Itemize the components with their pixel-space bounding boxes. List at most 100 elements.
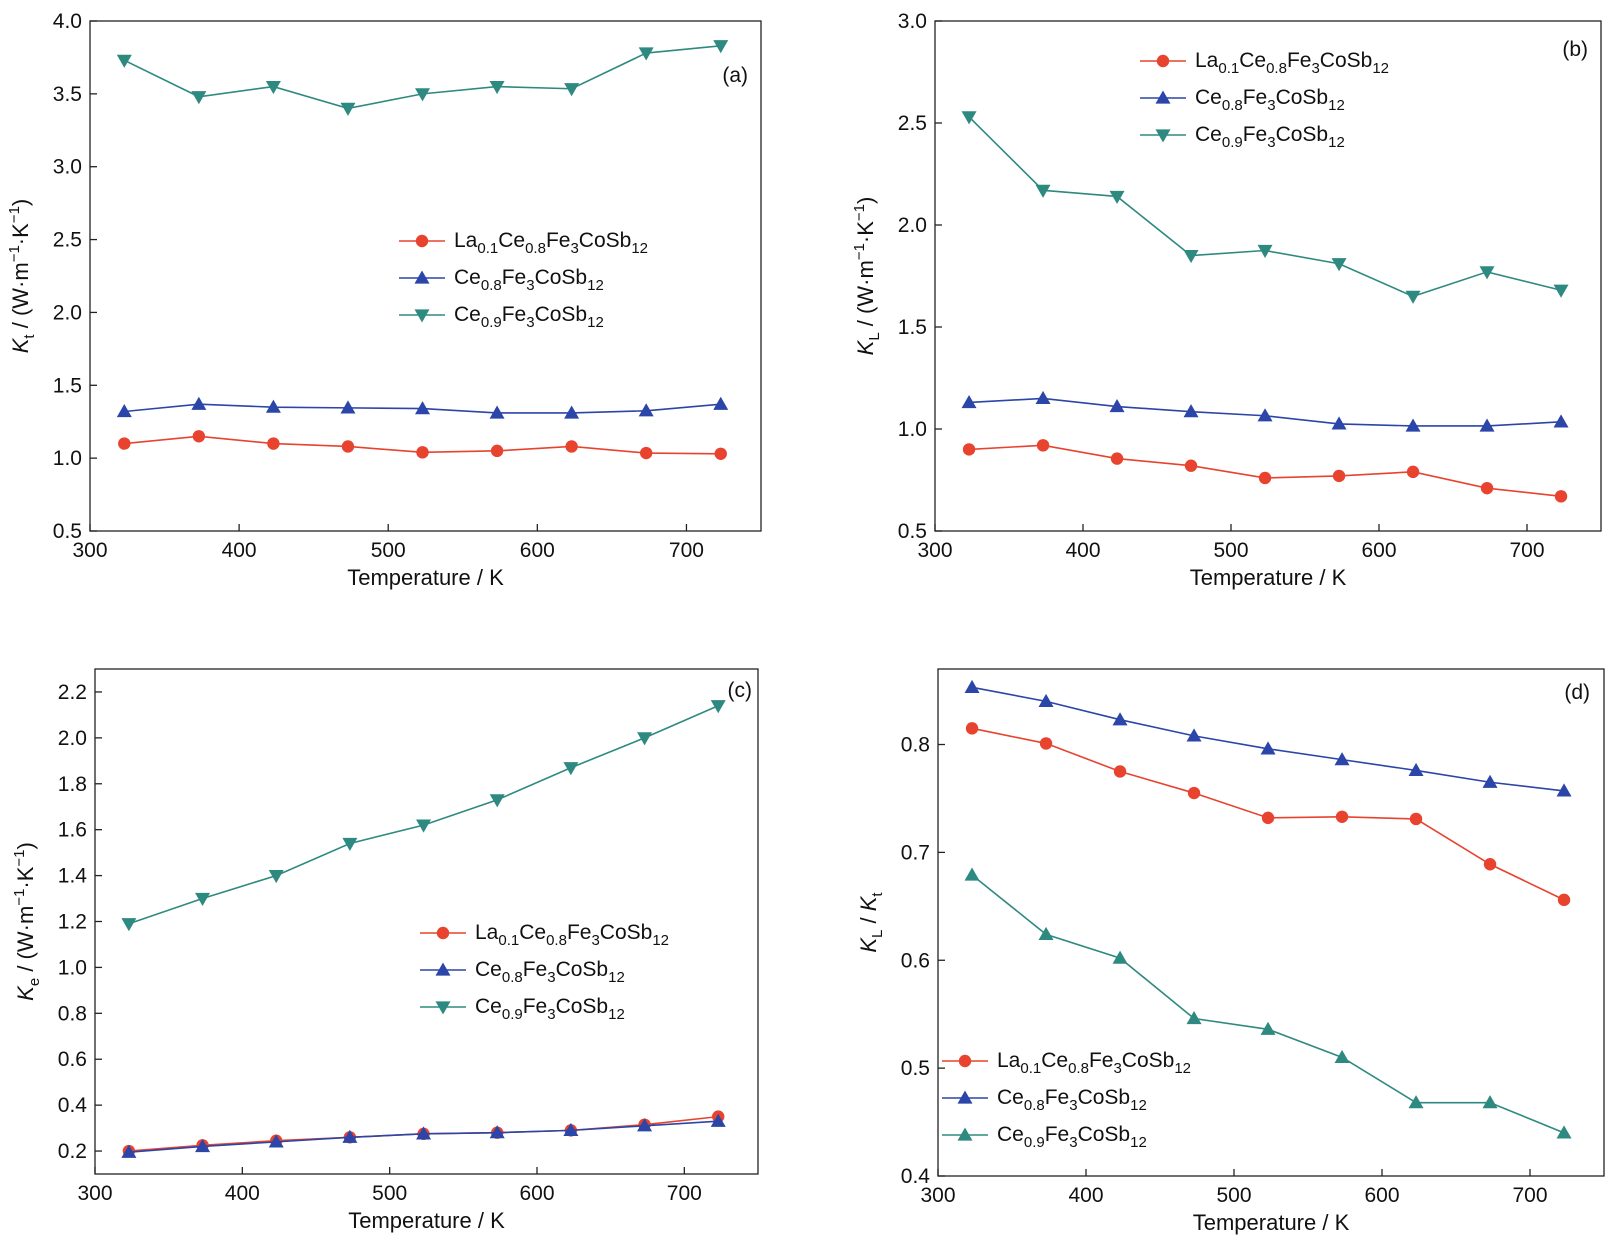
y-tick-label: 0.2 [58,1140,87,1163]
y-tick-label: 2.0 [58,727,87,750]
data-point [1405,290,1421,304]
data-point [1556,1125,1572,1139]
legend-entry: Ce0.8Fe3CoSb12 [399,266,604,294]
legend-entry: Ce0.9Fe3CoSb12 [420,995,625,1023]
y-tick-label: 0.8 [901,734,930,757]
data-point [1184,459,1198,472]
data-point [1260,1021,1276,1035]
data-point [191,396,207,410]
y-tick-label: 1.0 [58,956,87,979]
y-tick-label: 0.6 [58,1048,87,1071]
data-point [191,91,207,105]
data-point [1482,774,1498,788]
data-point [964,679,980,693]
legend-entry: Ce0.8Fe3CoSb12 [420,958,625,986]
legend-label: La0.1Ce0.8Fe3CoSb12 [475,921,669,949]
plot-frame [934,20,1602,532]
y-tick-label: 1.4 [58,865,88,888]
panel-label: (b) [1562,38,1588,61]
y-tick-label: 2.2 [58,681,87,704]
data-point [1409,812,1423,826]
legend-label: Ce0.9Fe3CoSb12 [1195,123,1345,151]
data-point [638,47,654,61]
legend-marker [1155,129,1171,143]
series-2 [116,396,729,419]
data-point [195,892,211,907]
data-point [564,405,580,419]
data-point [1112,712,1128,726]
data-point [1186,1011,1202,1025]
x-tick-label: 600 [1364,1184,1399,1207]
series-line [971,686,1565,792]
x-tick-label: 300 [77,1182,112,1205]
y-tick-label: 2.0 [898,214,927,237]
x-axis-title: Temperature / K [347,565,504,590]
x-tick-label: 700 [669,539,704,562]
data-point [964,867,980,881]
data-point [710,1113,726,1127]
x-tick-label: 500 [371,539,406,562]
data-point [1258,471,1272,485]
series-2 [964,679,1572,797]
y-tick-label: 0.5 [53,520,82,543]
legend-label: Ce0.9Fe3CoSb12 [475,995,625,1023]
data-point [565,440,578,453]
data-point [1405,418,1421,432]
data-point [118,437,131,450]
data-point [1183,249,1199,264]
data-point [1334,1049,1350,1063]
y-tick-label: 1.0 [53,447,82,470]
data-point [1335,810,1349,823]
y-axis-title: KL / (W·m−1·K−1) [851,197,883,356]
y-axis-title: KL / Kt [856,892,886,953]
series-3 [116,40,729,116]
series-3 [964,867,1572,1139]
y-tick-label: 1.5 [53,374,82,397]
data-point [714,447,727,460]
series-2 [121,1113,726,1158]
legend-label: La0.1Ce0.8Fe3CoSb12 [997,1049,1191,1077]
data-point [1408,1095,1424,1109]
x-tick-label: 300 [72,539,107,562]
data-point [341,440,355,453]
data-point [1408,762,1424,777]
data-point [1556,783,1572,797]
data-point [116,404,132,418]
legend-label: Ce0.8Fe3CoSb12 [454,266,604,294]
data-point [1035,390,1051,405]
data-point [1331,416,1347,430]
data-point [1553,414,1569,428]
series-line [128,704,719,925]
data-point [267,437,280,450]
data-point [637,732,653,746]
legend-label: Ce0.8Fe3CoSb12 [997,1086,1147,1114]
legend-entry: Ce0.8Fe3CoSb12 [1140,86,1345,114]
data-point [416,446,429,459]
data-point [1557,893,1571,907]
series-1 [962,439,1568,503]
legend-marker [1155,90,1171,104]
plot-frame [937,668,1605,1177]
x-tick-label: 400 [1068,1184,1103,1207]
chart-panel-d: 300 400 500 600 700 0.4 0.5 0.6 0.7 0.8 Temperatur… [856,668,1605,1235]
legend-label: Ce0.9Fe3CoSb12 [454,303,604,331]
legend-marker [958,1054,972,1068]
data-point [710,700,726,714]
data-point [1332,469,1346,483]
legend-marker [1156,54,1170,68]
data-point [1109,399,1125,413]
x-tick-label: 700 [1509,539,1544,562]
y-tick-label: 2.0 [53,301,82,324]
data-point [1183,404,1199,418]
legend-entry: Ce0.9Fe3CoSb12 [942,1123,1147,1151]
data-point [563,762,579,776]
data-point [1479,266,1495,280]
data-point [1483,858,1497,871]
legend-entry: La0.1Ce0.8Fe3CoSb12 [942,1049,1191,1077]
data-point [1112,950,1128,964]
x-axis-title: Temperature / K [1193,1210,1350,1235]
data-point [1406,465,1420,479]
y-axis-title: Ke / (W·m−1·K−1) [11,842,43,1001]
y-tick-label: 0.7 [901,841,930,864]
